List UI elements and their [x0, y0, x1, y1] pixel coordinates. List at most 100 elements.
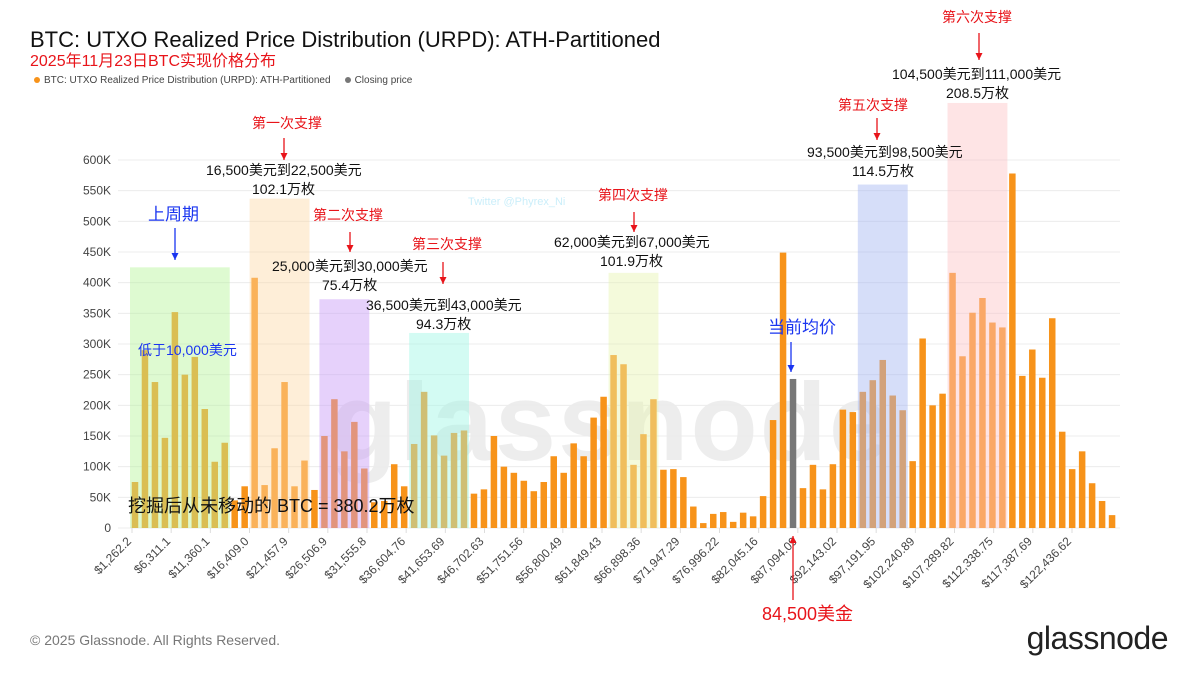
legend-item-urpd[interactable]: BTC: UTXO Realized Price Distribution (U…	[34, 75, 331, 87]
bar	[600, 396, 607, 528]
annotation-s1-range: 16,500美元到22,500美元	[206, 162, 362, 178]
bar	[301, 460, 308, 528]
bar	[221, 442, 228, 528]
annotation-s5-amount: 114.5万枚	[852, 163, 914, 179]
bar	[1098, 501, 1106, 528]
bar	[430, 435, 438, 528]
bar	[660, 469, 667, 528]
highlight-region	[409, 332, 470, 528]
bar	[211, 461, 219, 528]
bar	[650, 399, 657, 528]
bar	[949, 272, 956, 528]
bar	[261, 485, 268, 528]
glassnode-logo: glassnode	[1026, 620, 1169, 656]
bar	[789, 378, 797, 528]
annotation-s1: 第一次支撑	[252, 115, 322, 131]
bar	[759, 496, 767, 528]
y-tick-label: 550K	[83, 184, 111, 198]
bar	[739, 512, 747, 528]
bar	[500, 466, 508, 528]
bar	[440, 455, 448, 528]
bar	[939, 393, 946, 528]
arrow-down-icon-head	[171, 253, 179, 260]
bar	[1088, 483, 1096, 528]
highlight-region	[319, 299, 370, 528]
annotation-s4-range: 62,000美元到67,000美元	[554, 234, 710, 250]
chart-title: BTC: UTXO Realized Price Distribution (U…	[30, 27, 661, 52]
bar	[490, 436, 498, 528]
bar	[231, 500, 238, 528]
bar	[1039, 377, 1046, 528]
bar	[381, 501, 388, 528]
bar	[590, 417, 597, 528]
arrow-down-icon-head	[346, 245, 354, 252]
bar	[271, 448, 278, 528]
bar	[1068, 469, 1076, 528]
y-tick-label: 350K	[83, 306, 111, 320]
bar	[570, 443, 577, 528]
y-tick-label: 400K	[83, 276, 111, 290]
bar	[819, 489, 827, 528]
bar	[749, 516, 757, 528]
bar	[1019, 375, 1026, 528]
bar	[839, 409, 847, 528]
bar	[1058, 431, 1066, 528]
bar	[989, 322, 996, 528]
bar	[141, 350, 149, 528]
bar	[729, 521, 737, 528]
bar	[291, 486, 298, 528]
bar	[151, 382, 159, 528]
bar	[361, 468, 368, 528]
annotation-s6-amount: 208.5万枚	[946, 85, 1010, 101]
bar	[201, 409, 209, 528]
y-tick-label: 500K	[83, 214, 111, 228]
bar	[510, 472, 518, 528]
annotation-s6-range: 104,500美元到111,000美元	[892, 66, 1062, 82]
bar	[999, 327, 1006, 528]
bar	[1009, 173, 1016, 528]
annotation-unmoved-btc: 挖掘后从未移动的 BTC = 380.2万枚	[128, 496, 415, 516]
bar	[171, 312, 179, 528]
y-tick-label: 100K	[83, 460, 111, 474]
bar	[919, 338, 926, 528]
annotation-s4: 第四次支撑	[598, 187, 668, 203]
bar	[719, 512, 727, 528]
bar	[670, 469, 677, 528]
bar	[560, 472, 567, 528]
y-tick-label: 0	[104, 521, 111, 535]
annotation-s6: 第六次支撑	[942, 9, 1012, 25]
bar	[909, 461, 916, 528]
legend-label: Closing price	[354, 75, 413, 86]
bar	[281, 382, 288, 528]
annotation-below-10k: 低于10,000美元	[138, 342, 237, 358]
legend-item-closing[interactable]: Closing price	[344, 75, 413, 87]
annotation-current-average: 当前均价	[768, 318, 836, 337]
bar	[1108, 515, 1116, 528]
bar	[859, 391, 867, 528]
highlight-region	[857, 184, 908, 529]
bar	[630, 464, 637, 528]
bar	[450, 432, 458, 528]
bar	[420, 391, 428, 528]
bar	[480, 489, 488, 528]
bar	[799, 488, 807, 528]
bar	[321, 436, 328, 528]
arrow-down-icon-head	[439, 277, 447, 284]
annotation-prev-cycle: 上周期	[148, 205, 199, 224]
copyright: © 2025 Glassnode. All Rights Reserved.	[30, 632, 281, 648]
bar	[371, 502, 378, 528]
arrow-down-icon-head	[630, 225, 638, 232]
bar	[640, 434, 647, 528]
bar	[530, 491, 538, 528]
legend-dot-icon	[344, 77, 351, 84]
annotation-s2-amount: 75.4万枚	[322, 277, 378, 293]
y-tick-label: 600K	[83, 153, 111, 167]
y-tick-label: 300K	[83, 337, 111, 351]
bar	[400, 486, 408, 528]
bar	[131, 482, 139, 528]
bar	[181, 374, 189, 528]
bar	[809, 464, 817, 528]
bar	[580, 456, 587, 528]
